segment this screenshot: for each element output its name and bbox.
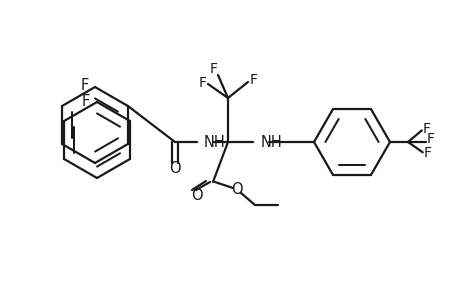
Text: NH: NH	[260, 134, 282, 149]
Text: F: F	[210, 62, 218, 76]
Text: O: O	[231, 182, 242, 197]
Text: F: F	[249, 73, 257, 87]
Text: F: F	[422, 122, 430, 136]
Text: F: F	[81, 77, 89, 92]
Text: F: F	[423, 146, 431, 160]
Text: F: F	[426, 132, 434, 146]
Text: NH: NH	[203, 134, 225, 149]
Text: F: F	[82, 94, 90, 109]
Text: O: O	[169, 160, 180, 175]
Text: F: F	[199, 76, 207, 90]
Text: O: O	[191, 188, 202, 202]
